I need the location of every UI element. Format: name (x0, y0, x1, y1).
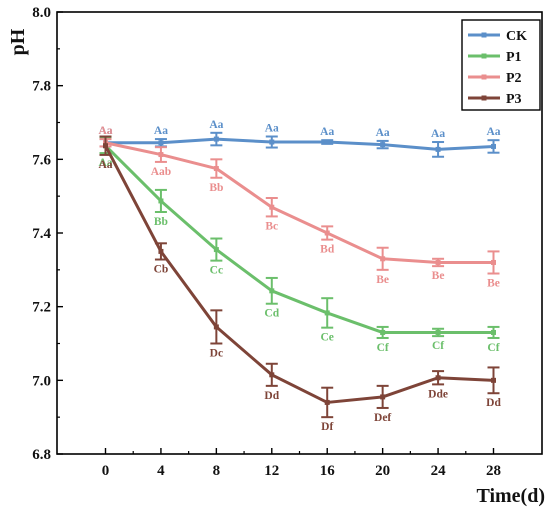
x-tick-label: 12 (264, 463, 279, 479)
data-point (491, 143, 496, 149)
series-p3 (99, 135, 500, 419)
significance-label: Aa (154, 125, 168, 137)
data-point (491, 329, 496, 335)
significance-label: Dd (486, 397, 501, 409)
legend-swatch-marker (481, 53, 487, 59)
data-point (491, 259, 496, 265)
significance-label: Cd (264, 308, 279, 320)
legend-label-p2: P2 (506, 71, 522, 86)
data-point (269, 372, 275, 378)
series-line-p3 (104, 144, 495, 404)
data-point (213, 166, 219, 172)
data-point (324, 399, 330, 405)
legend-label-p3: P3 (506, 92, 522, 107)
significance-label: Aa (431, 128, 445, 140)
x-tick-label: 4 (157, 463, 165, 479)
y-tick-label: 7.8 (32, 79, 51, 95)
series-line-ck (104, 137, 495, 151)
significance-label: Dd (264, 390, 279, 402)
significance-label: Dc (210, 348, 223, 360)
series-p1 (99, 137, 500, 339)
significance-label: Aa (320, 126, 334, 138)
data-point (324, 139, 330, 145)
data-point (435, 329, 441, 335)
significance-label: Be (432, 270, 445, 282)
data-point (380, 394, 386, 400)
legend: CK P1 P2 P3 (461, 19, 541, 111)
significance-label: Def (374, 412, 391, 424)
series-layer (99, 131, 500, 419)
significance-label: Aa (265, 122, 279, 134)
significance-label: Bc (265, 220, 278, 232)
y-axis-title: pH (7, 28, 29, 55)
data-point (213, 324, 219, 330)
data-point (158, 140, 164, 146)
y-tick-label: 8.0 (32, 5, 51, 21)
x-tick-label: 0 (102, 463, 110, 479)
significance-label: Aab (151, 166, 171, 178)
significance-label: Ce (321, 332, 334, 344)
data-point (380, 142, 386, 148)
x-tick-label: 8 (213, 463, 221, 479)
data-point (103, 143, 108, 149)
significance-label: Aa (486, 126, 500, 138)
x-tick-label: 16 (320, 463, 336, 479)
significance-label: Aa (98, 157, 112, 169)
legend-swatch-marker (481, 32, 487, 38)
data-point (158, 152, 164, 158)
data-point (269, 204, 275, 210)
data-point (435, 259, 441, 265)
data-point (269, 139, 275, 145)
significance-label: Bb (154, 216, 168, 228)
y-tick-label: 7.2 (32, 300, 51, 316)
data-point (158, 248, 164, 254)
data-point (269, 288, 275, 294)
significance-label: Cf (487, 342, 499, 354)
y-tick-label: 7.6 (32, 152, 51, 168)
significance-label: Df (321, 421, 333, 433)
x-tick-label: 28 (486, 463, 501, 479)
y-tick-label: 7.0 (32, 373, 51, 389)
data-point (380, 329, 386, 335)
data-point (380, 256, 386, 262)
data-point (213, 247, 219, 253)
significance-label: Bb (209, 182, 223, 194)
y-tick-label: 7.4 (32, 226, 51, 242)
legend-swatch-marker (481, 95, 487, 101)
significance-label: Cf (377, 342, 389, 354)
legend-swatch-marker (481, 74, 487, 80)
significance-label: Aa (98, 159, 112, 171)
significance-label: Cc (210, 265, 223, 277)
x-axis-ticks: 0 4 8 12 16 20 24 28 (102, 448, 501, 479)
series-line-p2 (104, 141, 495, 264)
significance-label: Aa (98, 125, 112, 137)
significance-label: Aa (376, 127, 390, 139)
legend-label-ck: CK (506, 29, 527, 44)
x-tick-label: 24 (431, 463, 447, 479)
significance-label: Cf (432, 340, 444, 352)
significance-label: Bd (320, 244, 335, 256)
data-point (158, 198, 164, 204)
data-point (213, 136, 219, 142)
data-point (435, 146, 441, 152)
data-point (491, 377, 496, 383)
significance-label: Cb (154, 264, 169, 276)
x-axis-title: Time(d) (476, 485, 545, 507)
y-axis-ticks: 6.8 7.0 7.2 7.4 7.6 7.8 8.0 (32, 5, 63, 463)
data-point (435, 375, 441, 381)
series-line-p1 (104, 144, 495, 334)
significance-label: Be (376, 274, 389, 286)
legend-label-p1: P1 (506, 50, 522, 65)
y-tick-label: 6.8 (32, 447, 51, 463)
significance-label: Aa (98, 125, 112, 137)
significance-label: Dde (428, 388, 448, 400)
x-tick-label: 20 (375, 463, 390, 479)
data-point (324, 230, 330, 236)
significance-label: Be (487, 278, 500, 290)
significance-label: Aa (209, 119, 223, 131)
data-point (324, 310, 330, 316)
